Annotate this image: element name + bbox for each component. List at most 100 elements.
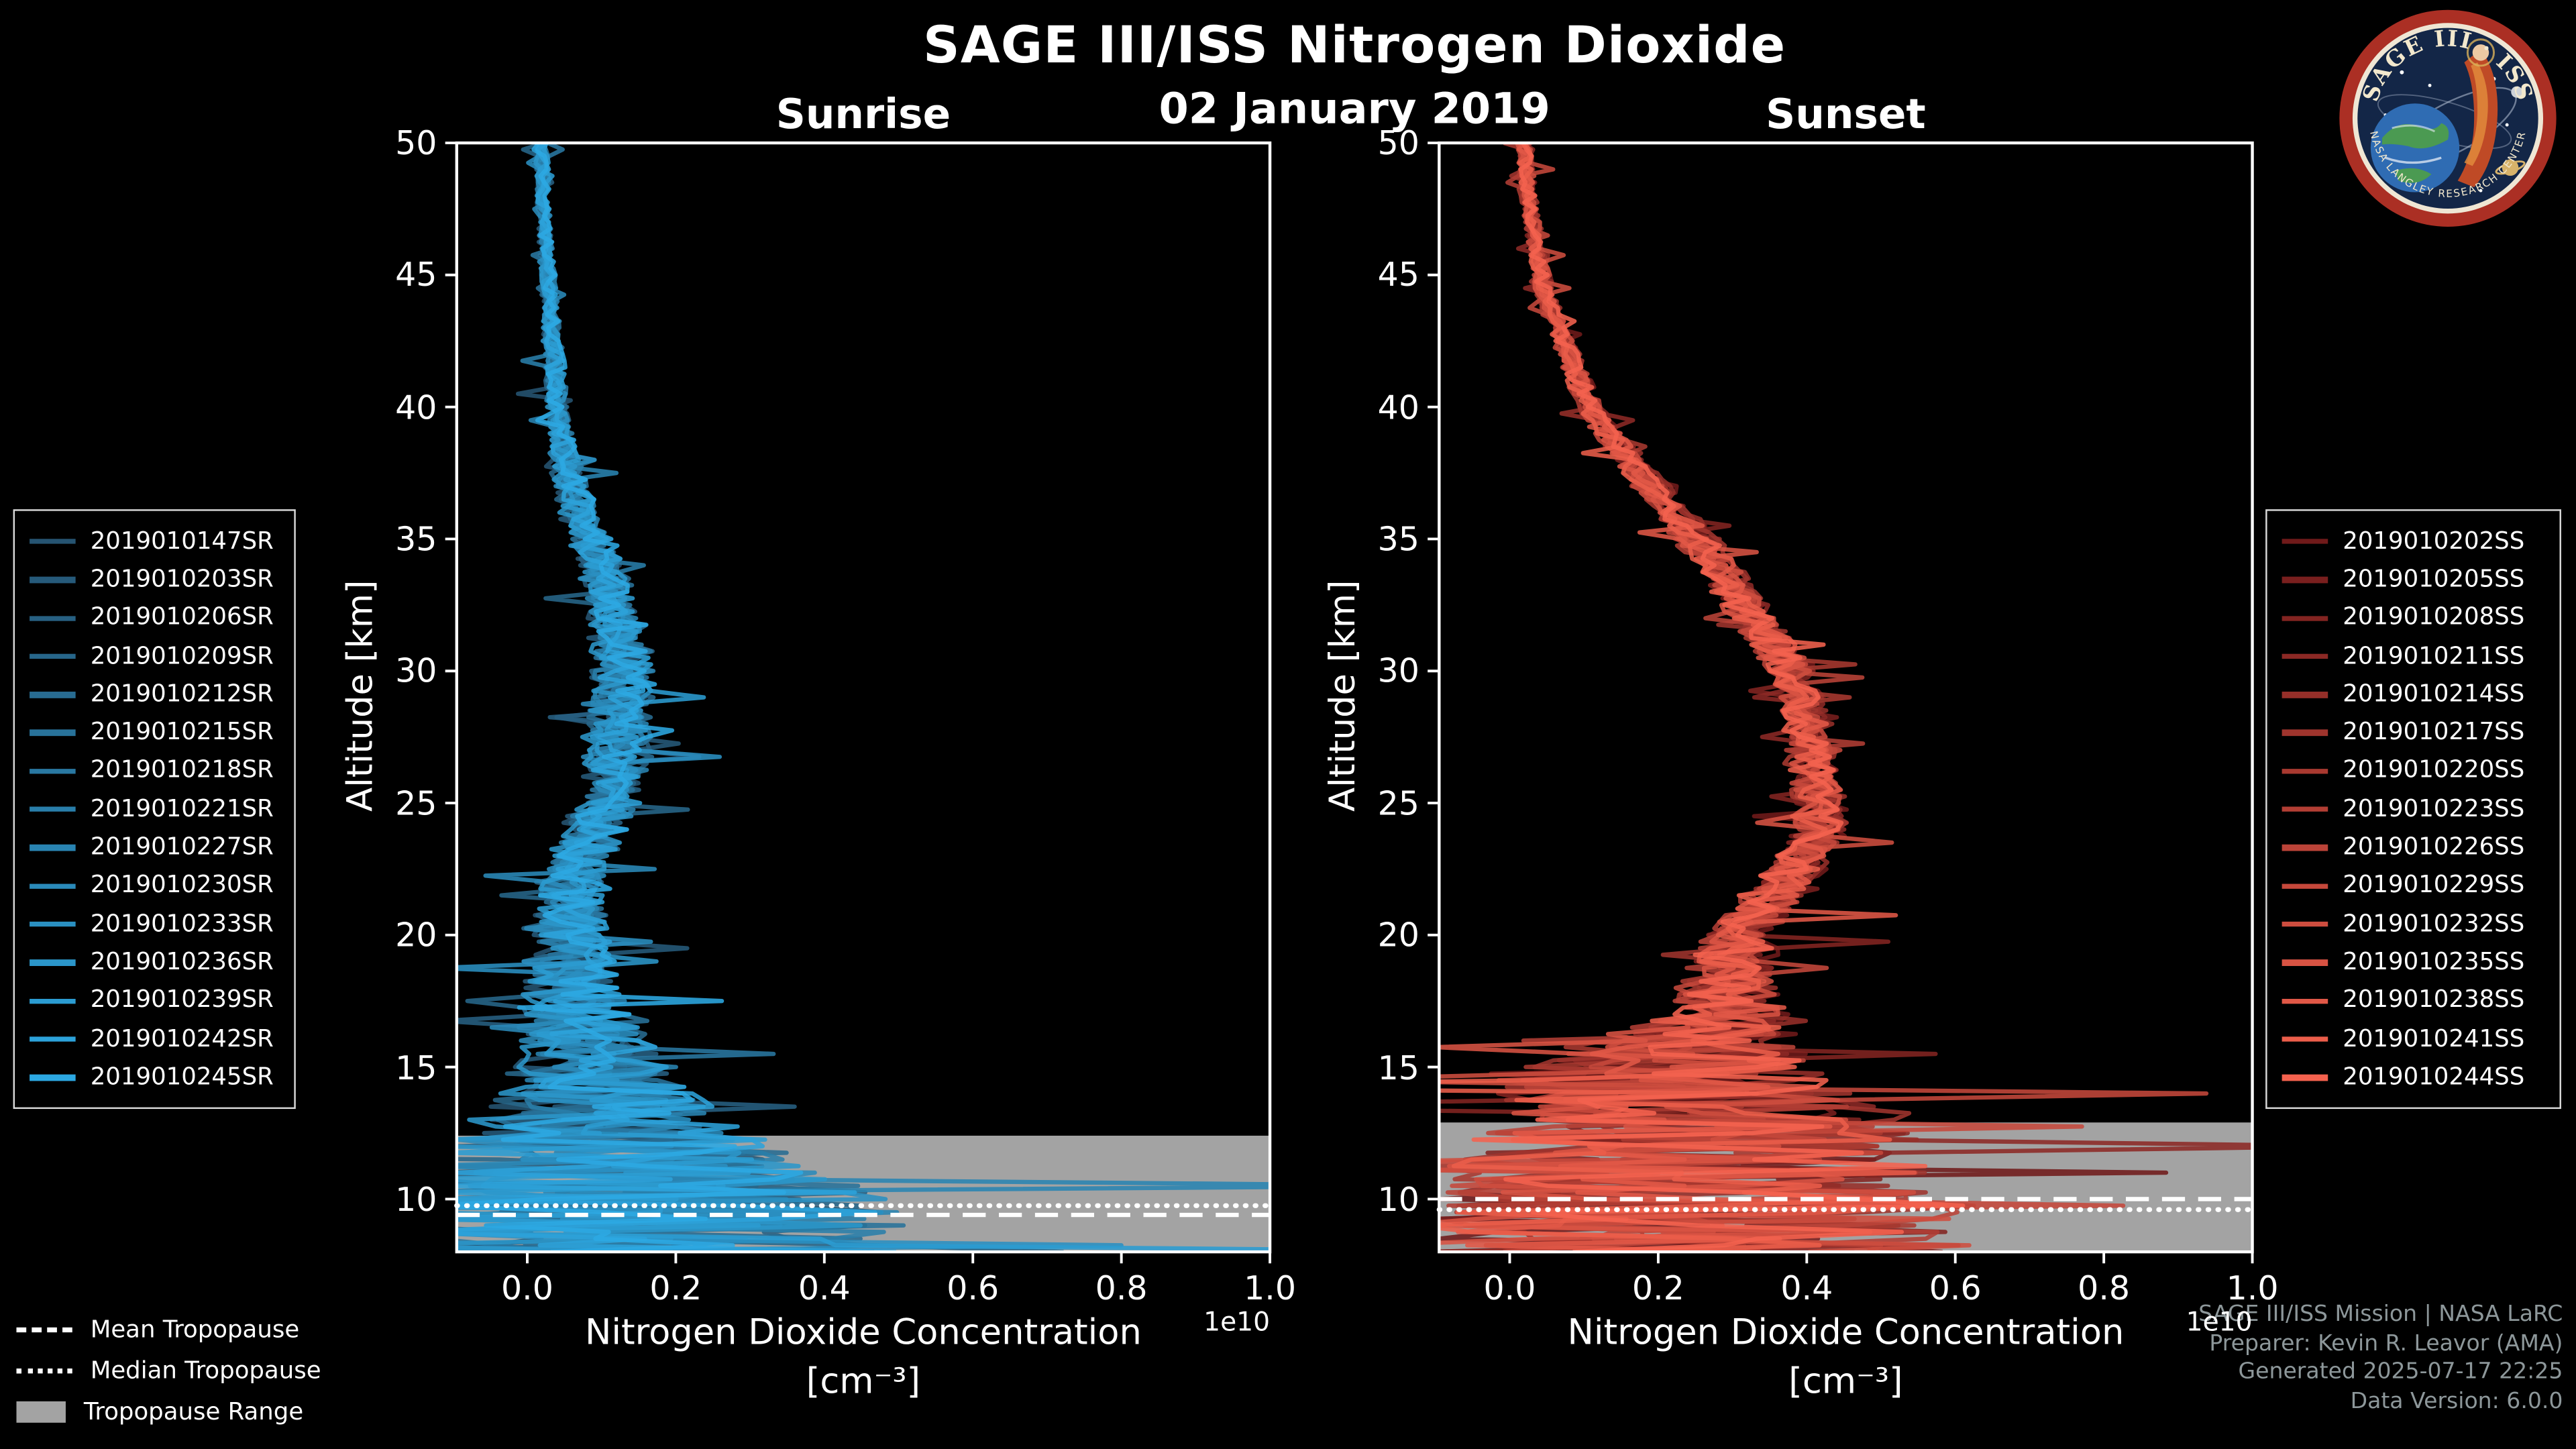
legend-label: 2019010203SR	[90, 566, 274, 593]
legend-line-swatch-icon	[30, 998, 76, 1004]
legend-label: 2019010227SR	[90, 835, 274, 861]
x-axis-units-label: [cm⁻³]	[1788, 1362, 1903, 1403]
legend-line-swatch-icon	[30, 577, 76, 583]
x-tick-label: 0.6	[947, 1268, 1000, 1308]
axis-offset-label: 1e10	[2186, 1305, 2253, 1338]
legend-item: 2019010214SS	[2282, 676, 2545, 714]
y-tick-label: 40	[1377, 387, 1419, 427]
legend-line-swatch-icon	[30, 921, 76, 927]
legend-line-swatch-icon	[2282, 539, 2328, 545]
profile-line-2019010242SR	[456, 143, 896, 1252]
legend-label: 2019010220SS	[2343, 758, 2525, 785]
y-axis-label: Altitude [km]	[341, 579, 382, 811]
x-tick-label: 0.0	[1483, 1268, 1536, 1308]
legend-line-swatch-icon	[2282, 845, 2328, 851]
tropopause-legend-label: Median Tropopause	[90, 1358, 321, 1385]
legend-line-swatch-icon	[2282, 1074, 2328, 1081]
legend-label: 2019010235SS	[2343, 949, 2525, 976]
legend-label: 2019010245SR	[90, 1064, 274, 1091]
legend-label: 2019010147SR	[90, 528, 274, 555]
legend-item: 2019010218SR	[30, 752, 279, 790]
tropopause-legend-item: Mean Tropopause	[16, 1309, 321, 1350]
legend-label: 2019010238SS	[2343, 987, 2525, 1014]
credit-line: SAGE III/ISS Mission | NASA LaRC	[2198, 1301, 2563, 1328]
legend-line-swatch-icon	[30, 768, 76, 774]
x-tick-label: 1.0	[2226, 1268, 2279, 1308]
plot-border	[1438, 141, 2254, 1254]
sunset-plot	[1428, 141, 2255, 1264]
earth-icon	[2370, 103, 2460, 193]
legend-item: 2019010227SR	[30, 828, 279, 867]
legend-label: 2019010212SR	[90, 681, 274, 708]
legend-label: 2019010229SS	[2343, 873, 2525, 900]
legend-item: 2019010221SR	[30, 790, 279, 828]
profile-line-2019010227SR	[456, 143, 1271, 1252]
legend-label: 2019010214SS	[2343, 681, 2525, 708]
legend-label: 2019010215SR	[90, 719, 274, 747]
x-tick-label: 0.4	[1780, 1268, 1833, 1308]
y-tick-label: 30	[1377, 651, 1419, 691]
legend-item: 2019010208SS	[2282, 599, 2545, 637]
legend-item: 2019010211SS	[2282, 637, 2545, 676]
y-tick-label: 35	[395, 519, 437, 559]
legend-line-swatch-icon	[2282, 692, 2328, 698]
legend-item: 2019010217SS	[2282, 714, 2545, 752]
y-tick-label: 10	[395, 1179, 437, 1219]
legend-line-swatch-icon	[2282, 998, 2328, 1004]
legend-line-swatch-icon	[30, 1074, 76, 1081]
tropopause-legend-item: Median Tropopause	[16, 1350, 321, 1391]
sunrise-subtitle: Sunrise	[775, 90, 951, 138]
legend-item: 2019010206SR	[30, 599, 279, 637]
legend-label: 2019010211SS	[2343, 643, 2525, 670]
legend-item: 2019010147SR	[30, 523, 279, 561]
y-tick-label: 50	[395, 123, 437, 163]
x-tick-label: 1.0	[1244, 1268, 1297, 1308]
legend-line-swatch-icon	[2282, 768, 2328, 774]
legend-item: 2019010233SR	[30, 905, 279, 943]
legend-item: 2019010223SS	[2282, 790, 2545, 828]
legend-label: 2019010208SS	[2343, 604, 2525, 631]
legend-line-swatch-icon	[2282, 806, 2328, 812]
saturn-icon	[2495, 159, 2526, 176]
sunrise-legend: 2019010147SR 2019010203SR 2019010206SR 2019…	[13, 509, 296, 1110]
legend-line-swatch-icon	[2282, 883, 2328, 889]
legend-item: 2019010203SR	[30, 561, 279, 599]
median-tropopause-swatch-icon	[16, 1368, 72, 1374]
x-axis-label: Nitrogen Dioxide Concentration	[584, 1312, 1142, 1354]
legend-line-swatch-icon	[2282, 615, 2328, 621]
tropopause-legend-item: Tropopause Range	[16, 1391, 321, 1432]
moon-icon	[2511, 86, 2523, 98]
legend-line-swatch-icon	[2282, 959, 2328, 966]
figure-date: 02 January 2019	[1159, 85, 1550, 135]
legend-line-swatch-icon	[30, 730, 76, 736]
tropopause-legend: Mean Tropopause Median Tropopause Tropop…	[16, 1309, 321, 1433]
legend-line-swatch-icon	[30, 1036, 76, 1042]
legend-item: 2019010230SR	[30, 867, 279, 905]
legend-line-swatch-icon	[2282, 653, 2328, 659]
legend-item: 2019010202SS	[2282, 523, 2545, 561]
credit-line: Data Version: 6.0.0	[2350, 1387, 2563, 1414]
legend-label: 2019010218SR	[90, 758, 274, 785]
y-tick-label: 15	[395, 1047, 437, 1087]
y-tick-label: 45	[1377, 255, 1419, 295]
legend-item: 2019010220SS	[2282, 752, 2545, 790]
legend-label: 2019010236SR	[90, 949, 274, 976]
y-tick-label: 30	[395, 651, 437, 691]
legend-line-swatch-icon	[30, 883, 76, 889]
legend-label: 2019010205SS	[2343, 566, 2525, 593]
legend-item: 2019010209SR	[30, 637, 279, 676]
legend-label: 2019010241SS	[2343, 1026, 2525, 1053]
legend-item: 2019010241SS	[2282, 1020, 2545, 1058]
legend-label: 2019010233SR	[90, 911, 274, 938]
legend-item: 2019010238SS	[2282, 981, 2545, 1020]
tropopause-legend-label: Mean Tropopause	[90, 1316, 300, 1344]
legend-line-swatch-icon	[30, 692, 76, 698]
sunset-subtitle: Sunset	[1766, 90, 1926, 138]
legend-item: 2019010212SR	[30, 676, 279, 714]
profile-line-2019010241SS	[1439, 143, 1892, 1252]
legend-label: 2019010206SR	[90, 604, 274, 631]
legend-item: 2019010242SR	[30, 1020, 279, 1058]
x-tick-label: 0.8	[1095, 1268, 1148, 1308]
